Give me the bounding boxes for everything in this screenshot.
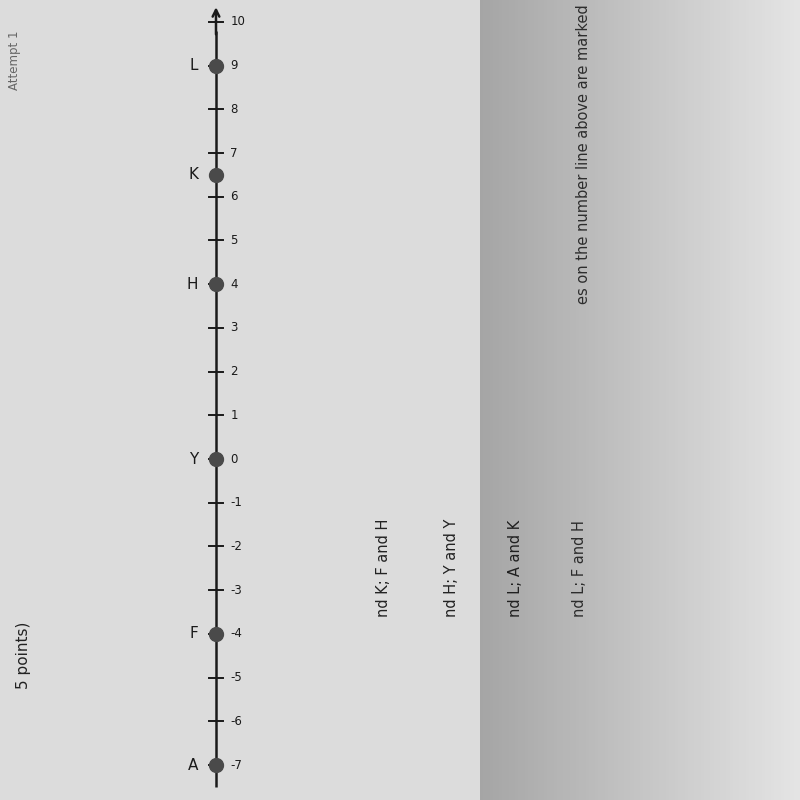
Text: 3: 3 <box>230 322 238 334</box>
Text: 5 points): 5 points) <box>16 622 31 690</box>
Text: A: A <box>188 758 198 773</box>
Text: 9: 9 <box>230 59 238 72</box>
Text: 0: 0 <box>230 453 238 466</box>
Text: 5: 5 <box>230 234 238 247</box>
Text: 4: 4 <box>230 278 238 290</box>
Text: -5: -5 <box>230 671 242 684</box>
Text: F: F <box>190 626 198 642</box>
Text: -3: -3 <box>230 584 242 597</box>
Text: L: L <box>190 58 198 73</box>
Text: -7: -7 <box>230 758 242 771</box>
Text: es on the number line above are marked with letters. Matc: es on the number line above are marked w… <box>576 0 591 304</box>
Text: nd K; F and H: nd K; F and H <box>376 519 391 618</box>
Text: Y: Y <box>189 451 198 466</box>
Text: -2: -2 <box>230 540 242 553</box>
Text: 7: 7 <box>230 146 238 159</box>
Text: K: K <box>189 167 198 182</box>
Text: Attempt 1: Attempt 1 <box>8 30 21 90</box>
Text: 8: 8 <box>230 102 238 116</box>
Text: nd L; F and H: nd L; F and H <box>572 520 587 617</box>
Text: H: H <box>187 277 198 292</box>
Text: -6: -6 <box>230 715 242 728</box>
Text: nd L; A and K: nd L; A and K <box>508 520 523 617</box>
Text: 1: 1 <box>230 409 238 422</box>
Text: -1: -1 <box>230 496 242 510</box>
Text: -4: -4 <box>230 627 242 640</box>
Text: 2: 2 <box>230 365 238 378</box>
Text: nd H; Y and Y: nd H; Y and Y <box>444 519 459 618</box>
Text: 10: 10 <box>230 15 246 28</box>
Text: 6: 6 <box>230 190 238 203</box>
